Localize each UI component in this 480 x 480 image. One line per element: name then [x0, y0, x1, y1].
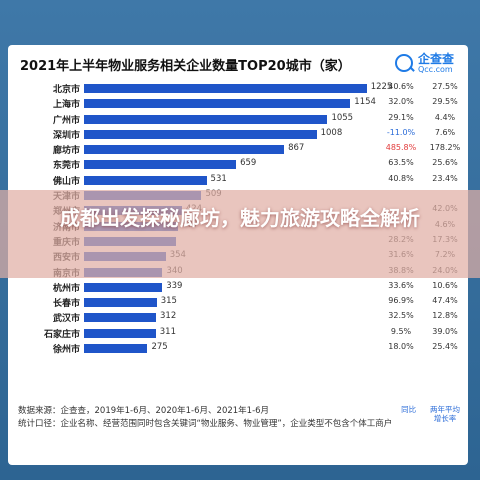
city-label: 北京市 [52, 85, 80, 95]
yoy-value: 485.8% [385, 143, 417, 153]
bar-value-label: 315 [160, 296, 177, 307]
city-label: 长春市 [52, 299, 80, 310]
yoy-value: 32.5% [388, 311, 414, 321]
city-label: 上海市 [52, 100, 80, 111]
bar-value-label: 1225 [370, 82, 393, 92]
table-row: 杭州市 339 33.6% 10.6% [8, 280, 468, 295]
bar [84, 298, 157, 308]
logo-name: 企查查 [417, 52, 454, 66]
bar [84, 282, 163, 292]
table-row: 上海市 1154 32.0% 29.5% [8, 96, 468, 111]
bar-value-label: 659 [240, 158, 257, 169]
table-row: 深圳市 1008 -11.0% 7.6% [8, 127, 468, 142]
chart-title: 2021年上半年物业服务相关企业数量TOP20城市（家） [20, 59, 351, 74]
city-label: 杭州市 [52, 283, 80, 294]
yoy-legend: 同比 [401, 405, 417, 414]
bar-value-label: 339 [166, 280, 183, 291]
h2h-value: 7.6% [434, 127, 456, 137]
yoy-value: 96.9% [388, 296, 414, 306]
h2h-value: 12.8% [432, 311, 458, 321]
bar-value-label: 312 [160, 311, 177, 322]
table-row: 广州市 1055 29.1% 4.4% [8, 112, 468, 127]
bar [84, 328, 156, 338]
bar [84, 313, 156, 323]
table-row: 廊坊市 867 485.8% 178.2% [8, 142, 468, 157]
h2h-value: 25.6% [432, 158, 458, 168]
city-label: 东莞市 [52, 161, 80, 172]
city-label: 廊坊市 [52, 146, 80, 157]
city-label: 石家庄市 [43, 329, 80, 340]
table-row: 东莞市 659 63.5% 25.6% [8, 157, 468, 172]
chart-notes: 数据来源：企查查，2019年1-6月、2020年1-6月、2021年1-6月 统… [18, 405, 392, 431]
h2h-value: 10.6% [432, 280, 458, 290]
yoy-value: 40.6% [388, 82, 414, 91]
yoy-value: -11.0% [386, 127, 416, 137]
headline-text: 成都出发探秘廊坊，魅力旅游攻略全解析 [60, 206, 420, 230]
source-note: 数据来源：企查查，2019年1-6月、2020年1-6月、2021年1-6月 [18, 406, 270, 416]
yoy-value: 32.0% [388, 97, 414, 107]
city-label: 深圳市 [52, 130, 80, 141]
h2h-value: 39.0% [432, 326, 458, 336]
yoy-value: 29.1% [388, 112, 414, 122]
bar [84, 175, 207, 185]
h2h-value: 178.2% [429, 143, 461, 153]
h2h-value: 4.4% [434, 112, 456, 122]
yoy-value: 40.8% [388, 173, 414, 183]
bar-value-label: 531 [210, 173, 227, 184]
bar [84, 114, 328, 124]
bar-value-label: 867 [288, 143, 305, 154]
bar [84, 160, 237, 170]
h2h-value: 25.4% [432, 342, 458, 352]
h2h-value: 23.4% [432, 173, 458, 183]
city-label: 武汉市 [52, 314, 80, 325]
magnifier-icon [394, 54, 413, 73]
h2h-value: 27.5% [432, 82, 458, 91]
yoy-value: 33.6% [388, 280, 414, 290]
bar [84, 84, 367, 93]
yoy-value: 9.5% [390, 326, 412, 336]
bar-value-label: 275 [151, 342, 168, 353]
logo-domain: Qcc.com [417, 64, 453, 74]
city-label: 广州市 [52, 115, 80, 126]
criteria-note: 统计口径：企业名称、经营范围同时包含关键词“物业服务、物业管理”，企业类型不包含… [18, 419, 393, 429]
bar [84, 99, 351, 109]
qcc-logo: 企查查 Qcc.com [394, 52, 454, 74]
table-row: 武汉市 312 32.5% 12.8% [8, 310, 468, 325]
table-row: 徐州市 275 18.0% 25.4% [8, 341, 468, 356]
table-row: 北京市 1225 40.6% 27.5% [8, 81, 468, 96]
bar-value-label: 311 [159, 326, 176, 337]
table-row: 长春市 315 96.9% 47.4% [8, 295, 468, 310]
bar [84, 129, 317, 139]
city-label: 佛山市 [52, 176, 80, 187]
headline-banner [0, 190, 480, 278]
table-row: 佛山市 531 40.8% 23.4% [8, 173, 468, 188]
bar-value-label: 1055 [331, 112, 354, 123]
city-label: 徐州市 [52, 345, 80, 356]
bar-value-label: 1154 [354, 97, 376, 108]
h2h-value: 47.4% [432, 296, 458, 306]
h2h-value: 29.5% [432, 97, 458, 107]
yoy-value: 63.5% [388, 158, 414, 168]
h2h-legend: 两年平均增长率 [430, 405, 460, 423]
yoy-value: 18.0% [388, 342, 414, 352]
bar [84, 145, 285, 155]
bar-value-label: 1008 [320, 127, 343, 138]
column-legend: 同比 两年平均增长率 [392, 405, 462, 423]
table-row: 石家庄市 311 9.5% 39.0% [8, 326, 468, 341]
bar [84, 344, 148, 354]
